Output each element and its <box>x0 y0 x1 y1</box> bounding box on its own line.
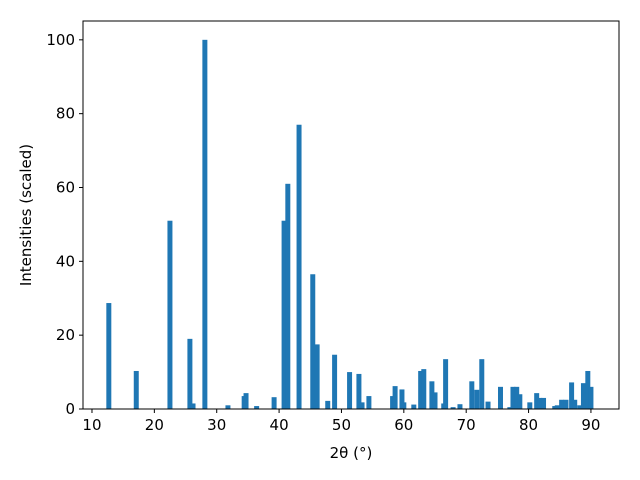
bar <box>443 359 449 409</box>
bar <box>510 386 516 409</box>
bar <box>254 406 260 409</box>
bar <box>399 389 405 409</box>
x-tick-label: 50 <box>332 416 351 434</box>
x-tick-label: 30 <box>207 416 226 434</box>
bar <box>498 386 503 409</box>
bar <box>167 220 173 409</box>
bar <box>457 404 463 409</box>
bar <box>411 404 417 409</box>
x-axis-label: 2θ (°) <box>330 444 373 462</box>
y-tick-label: 60 <box>56 178 75 196</box>
bar <box>588 386 594 409</box>
plot-frame <box>82 20 620 410</box>
bar <box>190 403 196 409</box>
bar <box>507 407 513 409</box>
bar <box>450 407 456 409</box>
y-tick-label: 80 <box>56 105 75 123</box>
bar <box>390 396 396 409</box>
bar <box>569 382 575 409</box>
bar <box>585 370 591 409</box>
bar <box>314 344 320 409</box>
y-tick-label: 40 <box>56 252 75 270</box>
bar <box>366 396 372 409</box>
y-axis-label: Intensities (scaled) <box>17 144 35 286</box>
bar <box>517 394 523 409</box>
bar <box>133 370 139 409</box>
bar <box>225 405 231 409</box>
bar <box>418 370 424 409</box>
x-tick-label: 20 <box>145 416 164 434</box>
bar <box>271 397 277 409</box>
y-tick-label: 20 <box>56 326 75 344</box>
x-tick-label: 10 <box>82 416 101 434</box>
bar <box>577 405 583 409</box>
bar <box>310 274 316 409</box>
bar <box>202 39 208 409</box>
bar <box>325 400 331 409</box>
bar <box>432 392 438 409</box>
x-tick-label: 70 <box>457 416 476 434</box>
bar <box>421 369 427 409</box>
bar <box>285 183 291 409</box>
bar <box>554 405 560 409</box>
x-tick-label: 60 <box>394 416 413 434</box>
y-tick-label: 0 <box>65 400 75 418</box>
bar <box>572 399 578 409</box>
x-tick-label: 80 <box>519 416 538 434</box>
bar <box>347 372 353 409</box>
bar <box>485 401 491 409</box>
bar <box>514 386 520 409</box>
bar <box>281 220 287 409</box>
bar <box>534 393 540 409</box>
bar <box>527 402 533 409</box>
bar <box>243 393 249 409</box>
bar <box>332 354 338 409</box>
bar <box>106 303 112 409</box>
bar <box>469 381 475 409</box>
x-tick-label: 40 <box>270 416 289 434</box>
bar <box>401 402 407 409</box>
y-tick-label: 100 <box>46 31 75 49</box>
bar <box>187 338 193 409</box>
bar <box>474 389 480 409</box>
bar <box>559 399 565 409</box>
bar <box>356 373 362 409</box>
bar <box>563 399 569 409</box>
bar <box>479 359 485 409</box>
bar <box>359 402 365 409</box>
bar <box>541 397 547 409</box>
bar <box>537 397 543 409</box>
bar <box>429 381 435 409</box>
bar <box>296 124 302 409</box>
bar <box>392 386 398 409</box>
x-tick-label: 90 <box>581 416 600 434</box>
bar <box>580 383 586 409</box>
